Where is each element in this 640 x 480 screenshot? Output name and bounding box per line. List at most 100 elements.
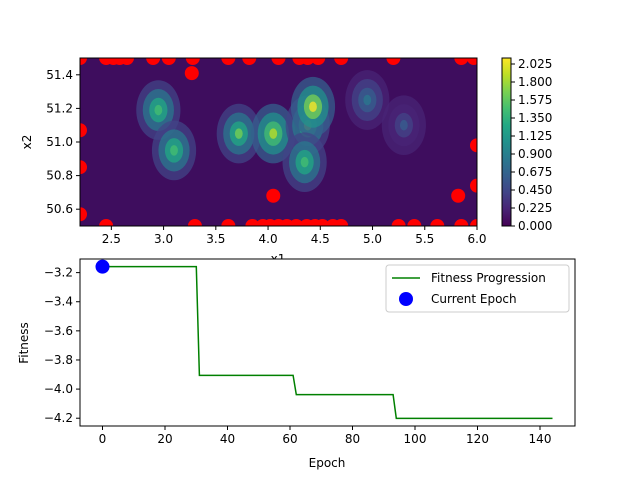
colorbar-tick-label: 1.575 — [518, 93, 552, 107]
x-tick-label: 100 — [404, 432, 427, 446]
colorbar-tick-label: 1.350 — [518, 111, 552, 125]
sample-point — [454, 58, 469, 65]
x-tick-label: 6.0 — [467, 232, 486, 246]
x-tick-label: 60 — [282, 432, 297, 446]
y-tick-label: −4.0 — [44, 382, 73, 396]
sample-point — [386, 58, 401, 65]
fitness-plot: 0 20 40 60 80 100 120 140 −3.2−3.4−3.6−3.8−4.0−… — [17, 258, 576, 470]
sample-point — [242, 58, 257, 65]
sample-point — [266, 188, 281, 203]
sample-point — [221, 58, 236, 65]
sample-points — [80, 58, 477, 226]
sample-point — [271, 58, 286, 65]
sample-point — [470, 178, 477, 193]
y-tick-label: 51.2 — [46, 101, 73, 115]
sample-point — [187, 219, 202, 226]
colorbar-tick-label: 1.800 — [518, 75, 552, 89]
sample-point — [80, 207, 87, 222]
y-tick-label: −3.2 — [44, 266, 73, 280]
y-tick-label: 50.6 — [46, 202, 73, 216]
y-tick-label: −3.4 — [44, 295, 73, 309]
heatmap-blob — [309, 101, 317, 112]
sample-point — [184, 66, 199, 81]
sample-point — [185, 58, 200, 65]
fitness-y-ticks: −3.2 −3.4 −3.6 −3.8 −4.0 −4.2 — [44, 266, 80, 425]
colorbar-tick-label: 2.025 — [518, 57, 552, 71]
sample-point — [407, 219, 422, 226]
x-tick-label: 2.5 — [102, 232, 121, 246]
sample-point — [454, 219, 469, 226]
fitness-progression-line — [102, 265, 553, 420]
colorbar-tick-label: 1.125 — [518, 129, 552, 143]
x-tick-label: 80 — [345, 432, 360, 446]
sample-point — [80, 58, 87, 65]
legend-box — [385, 264, 570, 313]
x-tick-label: 3.5 — [206, 232, 225, 246]
heatmap-blob — [154, 104, 163, 116]
legend-label-fitness: Fitness Progression — [431, 271, 546, 285]
legend-marker-swatch — [399, 292, 413, 306]
sample-point — [430, 219, 445, 226]
x-tick-label: 4.0 — [259, 232, 278, 246]
x-tick-label: 4.5 — [311, 232, 330, 246]
y-tick-label: 51.0 — [46, 135, 73, 149]
colorbar-gradient — [501, 57, 512, 227]
current-epoch-marker — [95, 259, 110, 274]
y-tick-label: −3.8 — [44, 353, 73, 367]
sample-point — [161, 58, 176, 65]
fitness-x-label: Epoch — [309, 456, 346, 470]
sample-point — [99, 219, 114, 226]
sample-point — [315, 219, 330, 226]
y-tick-label: 50.8 — [46, 169, 73, 183]
x-tick-label: 3.0 — [154, 232, 173, 246]
heatmap-plot: 2.5 3.0 3.5 4.0 4.5 5.0 5.5 6.0 50.6 50.8 51.0 51.… — [0, 57, 487, 266]
fitness-x-ticks: 0 20 40 60 80 100 120 140 — [99, 426, 552, 446]
colorbar-tick-label: 0.000 — [518, 219, 552, 233]
x-tick-label: 20 — [157, 432, 172, 446]
heatmap-blob — [363, 94, 372, 106]
heatmap-blob — [300, 156, 309, 168]
x-tick-label: 140 — [529, 432, 552, 446]
heatmap-blob — [269, 128, 278, 139]
sample-point — [289, 219, 304, 226]
x-tick-label: 120 — [466, 432, 489, 446]
colorbar-tick-label: 0.450 — [518, 183, 552, 197]
sample-point — [391, 219, 406, 226]
colorbar-tick-label: 0.225 — [518, 201, 552, 215]
heatmap-field — [0, 70, 426, 192]
sample-point — [311, 58, 326, 65]
x-tick-label: 5.0 — [363, 232, 382, 246]
colorbar: 0.000 0.225 0.450 0.675 0.900 1.125 1.350 1.575… — [501, 57, 552, 233]
colorbar-tick-label: 0.900 — [518, 147, 552, 161]
y-tick-label: −3.6 — [44, 324, 73, 338]
legend: Fitness Progression Current Epoch — [385, 264, 570, 313]
sample-point — [451, 188, 466, 203]
y-tick-label: 51.4 — [46, 68, 73, 82]
sample-point — [245, 219, 260, 226]
sample-point — [146, 58, 161, 65]
colorbar-ticks: 0.000 0.225 0.450 0.675 0.900 1.125 1.350 1.575… — [511, 57, 552, 233]
fitness-y-label: Fitness — [17, 322, 31, 364]
sample-point — [470, 138, 477, 153]
sample-point — [300, 58, 315, 65]
fitness-series — [95, 259, 553, 420]
sample-point — [80, 123, 87, 138]
x-tick-label: 40 — [220, 432, 235, 446]
x-tick-label: 0 — [99, 432, 107, 446]
heatmap-x-ticks: 2.5 3.0 3.5 4.0 4.5 5.0 5.5 6.0 — [102, 226, 487, 246]
sample-point — [334, 58, 349, 65]
sample-point — [334, 219, 349, 226]
fitness-frame — [79, 258, 576, 427]
heatmap-blob — [0, 95, 6, 155]
y-tick-label: −4.2 — [44, 411, 73, 425]
sample-point — [470, 219, 477, 226]
colorbar-tick-label: 0.675 — [518, 165, 552, 179]
heatmap-blob — [234, 128, 243, 139]
sample-point — [80, 160, 87, 175]
sample-point — [120, 58, 135, 65]
sample-point — [466, 58, 477, 65]
legend-label-epoch: Current Epoch — [431, 292, 517, 306]
heatmap-blob — [399, 119, 408, 131]
heatmap-y-ticks: 50.6 50.8 51.0 51.2 51.4 — [46, 68, 80, 216]
